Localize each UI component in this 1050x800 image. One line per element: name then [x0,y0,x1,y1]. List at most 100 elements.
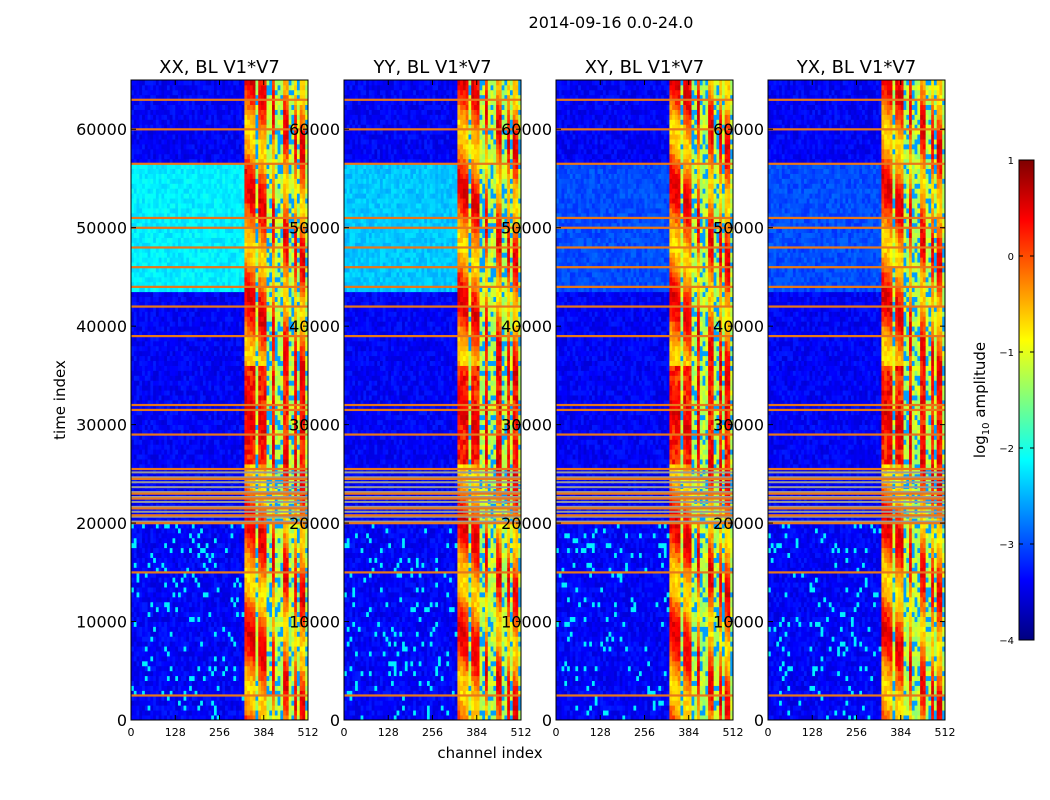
heatmap-cell [139,459,143,465]
heatmap-cell [305,532,308,539]
heatmap-cell [139,434,143,440]
heatmap-cell [205,675,209,682]
heatmap-cell [288,631,292,637]
heatmap-cell [144,631,148,637]
heatmap-cell [202,592,207,598]
heatmap-cell [266,660,270,667]
heatmap-cell [244,646,248,652]
heatmap-cell [288,651,292,657]
heatmap-cell [164,621,168,627]
heatmap-cell [213,616,218,622]
heatmap-cell [280,562,284,568]
heatmap-cell [158,567,162,573]
heatmap-cell [216,636,220,642]
heatmap-cell [208,616,212,622]
heatmap-cell [283,715,287,720]
heatmap-cell [200,390,204,396]
heatmap-cell [161,567,165,573]
heatmap-cell [280,710,284,716]
heatmap-cell [260,572,265,578]
heatmap-cell [139,665,143,672]
heatmap-cell [213,626,218,632]
heatmap-cell [302,675,306,682]
heatmap-cell [213,345,218,352]
heatmap-cell [252,464,256,470]
heatmap-cell [216,656,220,662]
heatmap-cell [180,459,184,465]
heatmap-cell [244,641,248,647]
heatmap-cell [197,695,201,701]
heatmap-cell [175,552,179,558]
heatmap-cell [227,596,231,603]
heatmap-cell [252,611,256,618]
heatmap-cell [252,370,256,376]
heatmap-cell [161,365,165,371]
heatmap-cell [183,587,187,593]
heatmap-cell [202,340,207,347]
heatmap-cell [183,340,187,347]
heatmap-cell [147,641,151,647]
heatmap-cell [136,626,140,632]
heatmap-cell [280,601,284,608]
heatmap-cell [299,715,303,720]
heatmap-cell [164,340,168,347]
heatmap-cell [211,592,215,598]
heatmap-cell [144,429,148,435]
heatmap-cell [285,596,290,603]
heatmap-cell [155,646,160,652]
heatmap-cell [299,596,303,603]
heatmap-cell [258,656,262,662]
heatmap-cell [186,547,190,554]
heatmap-cell [194,409,198,416]
heatmap-cell [272,454,276,460]
heatmap-cell [150,537,154,544]
heatmap-cell [291,700,295,706]
heatmap-cell [269,404,273,411]
heatmap-cell [158,710,162,716]
heatmap-cell [236,424,240,430]
heatmap-cell [147,587,151,593]
heatmap-cell [285,424,290,430]
heatmap-cell [302,444,306,450]
heatmap-cell [227,409,231,416]
heatmap-cell [191,454,196,460]
heatmap-cell [233,552,237,558]
heatmap-cell [288,409,292,416]
heatmap-cell [166,675,171,682]
heatmap-cell [153,601,157,608]
heatmap-cell [131,695,135,701]
heatmap-cell [200,680,204,686]
heatmap-cell [274,444,278,450]
heatmap-cell [164,400,168,406]
heatmap-cell [131,419,135,426]
heatmap-cell [175,395,179,401]
heatmap-cell [266,562,270,568]
heatmap-cell [164,375,168,381]
heatmap-cell [153,611,157,618]
heatmap-cell [213,680,218,686]
heatmap-cell [305,542,308,549]
heatmap-cell [158,419,162,426]
heatmap-cell [249,395,254,401]
heatmap-cell [252,429,256,435]
heatmap-cell [150,690,154,696]
heatmap-cell [169,577,173,583]
heatmap-cell [172,414,176,421]
heatmap-cell [178,459,182,465]
heatmap-cell [172,424,176,430]
heatmap-cell [252,395,256,401]
heatmap-cell [205,360,209,366]
heatmap-cell [266,365,270,371]
heatmap-cell [158,537,162,544]
heatmap-cell [144,365,148,371]
heatmap-cell [139,444,143,450]
heatmap-cell [200,685,204,691]
heatmap-cell [164,656,168,662]
heatmap-cell [216,414,220,421]
heatmap-cell [191,355,196,362]
heatmap-cell [260,700,265,706]
heatmap-cell [194,444,198,450]
heatmap-cell [131,651,135,657]
heatmap-cell [197,690,201,696]
heatmap-cell [269,449,273,455]
